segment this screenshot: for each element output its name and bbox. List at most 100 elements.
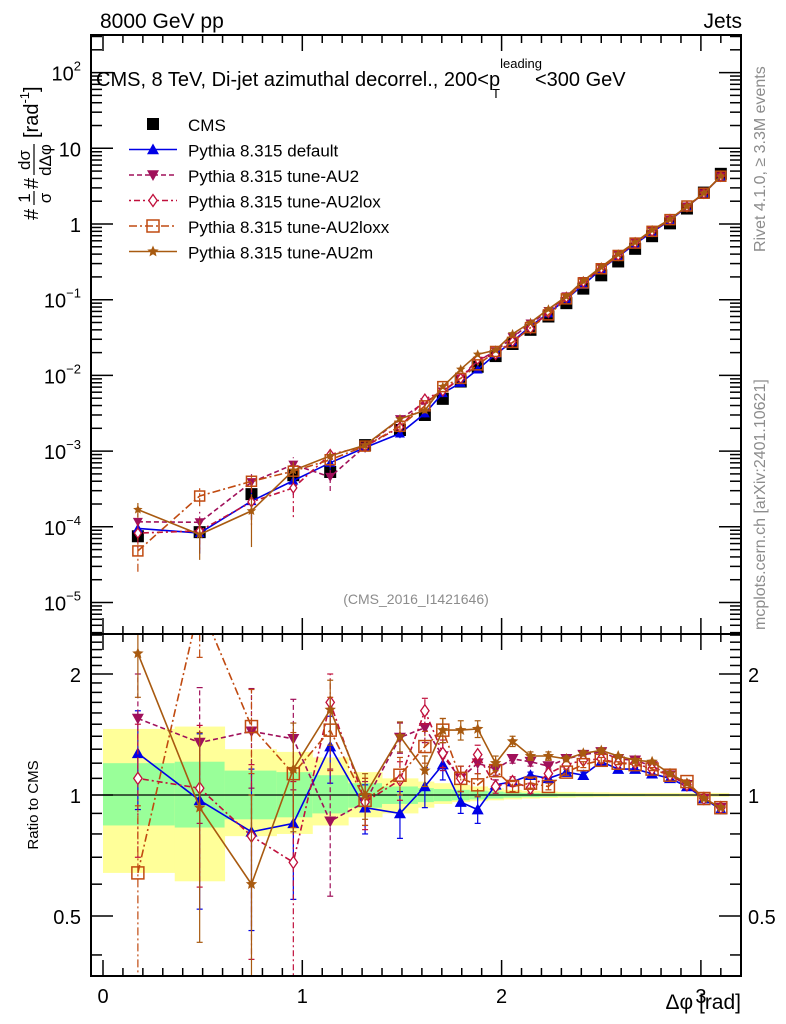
- star-marker: [287, 763, 299, 774]
- y-unit-sup: -1: [17, 92, 32, 104]
- y-label-hash: #: [21, 208, 43, 220]
- open-square-marker: [714, 800, 728, 815]
- main-panel-content: [131, 167, 727, 572]
- open-square-marker: [505, 779, 520, 794]
- diamond-marker: [437, 746, 448, 761]
- star-marker: [664, 767, 676, 779]
- star-marker: [560, 752, 573, 764]
- open-square-marker: [506, 336, 519, 349]
- star-marker: [630, 237, 640, 247]
- title-superscript: leading: [500, 56, 542, 71]
- title-main-text: CMS, 8 TeV, Di-jet azimuthal decorrel., …: [96, 69, 500, 91]
- star-marker: [359, 789, 371, 800]
- title-subscript: T: [492, 86, 500, 101]
- tick-exponent: −4: [66, 513, 81, 528]
- legend-label: Pythia 8.315 tune-AU2m: [188, 244, 373, 263]
- ratio-y-axis-label: Ratio to CMS: [25, 760, 42, 849]
- tick-base: 10: [59, 139, 81, 161]
- diamond-marker: [472, 747, 483, 762]
- main-y-axis-label: # 1 σ # dσ dΔφ [rad-1]: [15, 86, 55, 220]
- star-marker: [716, 171, 726, 181]
- open-square-marker: [715, 170, 727, 182]
- star-marker: [147, 245, 159, 257]
- star-marker: [595, 744, 607, 756]
- main-y-tick-label: 10−1: [44, 286, 81, 313]
- tick-base: 10: [44, 442, 66, 464]
- star-marker: [577, 747, 589, 759]
- tick-base: 10: [44, 291, 66, 313]
- star-marker: [507, 328, 518, 338]
- legend-label: Pythia 8.315 tune-AU2lox: [188, 193, 381, 212]
- process-label: Jets: [703, 10, 742, 33]
- analysis-watermark: (CMS_2016_I1421646): [343, 591, 489, 607]
- star-marker: [437, 724, 449, 735]
- x-tick-label: 3: [695, 986, 706, 1008]
- ratio-y-tick-labels: 2 2 1 1 0.5 0.5: [53, 665, 776, 929]
- tick-base: 10: [44, 518, 66, 540]
- x-tick-label: 1: [297, 986, 308, 1008]
- diamond-marker: [490, 779, 501, 794]
- triangle-down-marker: [325, 472, 336, 482]
- triangle-up-marker: [324, 740, 337, 752]
- triangle-down-marker: [324, 816, 337, 828]
- ratio-y-tick-label-right: 2: [748, 665, 759, 687]
- triangle-down-marker: [418, 722, 431, 734]
- tick-exponent: −3: [66, 437, 81, 452]
- tick-exponent: −5: [66, 589, 81, 604]
- data-point-marker: [147, 118, 159, 130]
- main-y-tick-label: 102: [52, 59, 81, 86]
- star-marker: [561, 291, 572, 301]
- star-marker: [419, 764, 431, 776]
- open-square-marker: [559, 765, 574, 779]
- diamond-marker: [148, 193, 158, 208]
- tick-exponent: −1: [66, 286, 81, 301]
- ratio-uncertainty-bands: [91, 726, 741, 882]
- mcplots-label: mcplots.cern.ch [arXiv:2401.10621]: [752, 379, 769, 630]
- star-marker: [472, 722, 484, 734]
- legend-label: Pythia 8.315 tune-AU2loxx: [188, 218, 390, 237]
- star-marker: [194, 529, 205, 539]
- ratio-y-tick-label-right: 0.5: [748, 907, 776, 929]
- y-label-frac2-num: dσ: [15, 150, 34, 170]
- ratio-y-tick-label-left: 2: [70, 665, 81, 687]
- legend: CMS Pythia 8.315 default Pythia 8.315 tune…: [129, 116, 390, 263]
- diamond-marker: [133, 526, 143, 540]
- star-marker: [542, 750, 555, 761]
- diamond-marker: [394, 772, 405, 788]
- star-marker: [132, 647, 144, 659]
- star-marker: [456, 364, 466, 374]
- plot-title: CMS, 8 TeV, Di-jet azimuthal decorrel., …: [96, 56, 626, 101]
- tick-base: 10: [44, 594, 66, 616]
- triangle-down-marker: [132, 517, 143, 527]
- open-square-marker: [698, 187, 710, 200]
- open-square-marker: [454, 372, 467, 385]
- star-marker: [245, 878, 258, 889]
- tick-base: 10: [52, 64, 74, 86]
- star-marker: [394, 730, 406, 742]
- ratio-y-tick-label-left: 0.5: [53, 907, 81, 929]
- open-square-marker: [453, 771, 468, 786]
- y-label-unit: [rad-1]: [17, 86, 43, 138]
- open-square-marker: [681, 200, 693, 212]
- star-marker: [578, 275, 589, 285]
- triangle-up-marker: [436, 758, 449, 770]
- diamond-marker: [543, 766, 554, 781]
- star-marker: [629, 754, 641, 766]
- y-label-frac2-den: dΔφ: [36, 144, 55, 176]
- triangle-up-marker: [454, 796, 467, 807]
- star-marker: [715, 801, 727, 813]
- diamond-marker: [288, 855, 299, 870]
- x-tick-label: 0: [97, 986, 108, 1008]
- ratio-y-tick-label-left: 1: [70, 786, 81, 808]
- triangle-up-marker: [393, 807, 406, 819]
- open-square-marker: [576, 757, 591, 772]
- open-square-marker: [523, 776, 538, 790]
- star-marker: [324, 703, 336, 715]
- title-end-text: <300 GeV: [535, 69, 626, 91]
- open-square-marker: [146, 219, 160, 233]
- y-label-hash2: #: [21, 177, 43, 189]
- open-square-marker: [194, 597, 206, 609]
- star-marker: [506, 735, 519, 747]
- ratio-panel-frame: [90, 633, 742, 977]
